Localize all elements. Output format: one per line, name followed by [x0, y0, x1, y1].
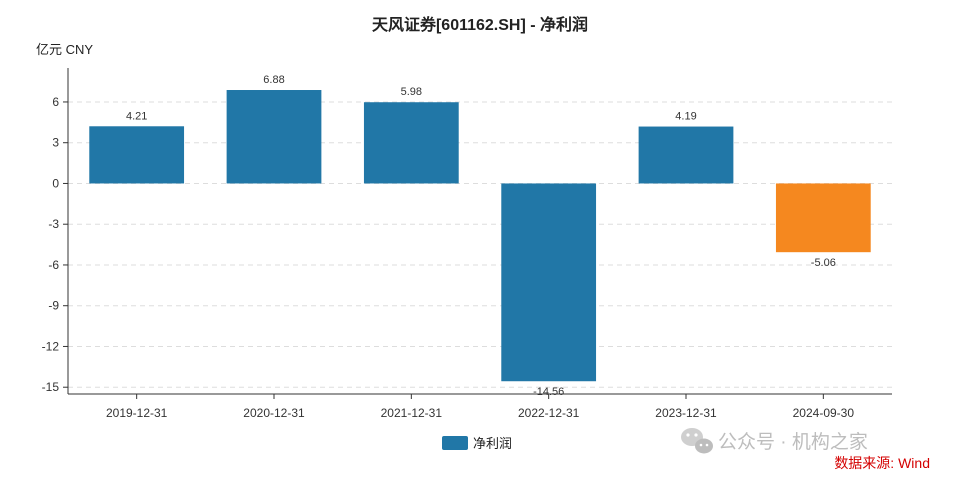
y-tick-label: -15: [42, 380, 60, 394]
data-labels: 4.21 6.88 5.98 -14.56 4.19 -5.06: [126, 74, 836, 398]
y-tick-label: -9: [48, 299, 59, 313]
bar-2022-12-31: [501, 183, 597, 382]
bar-2023-12-31: [638, 126, 734, 184]
y-tick-label: -12: [42, 339, 60, 353]
bar-2024-09-30: [775, 183, 871, 253]
y-tick-label: 6: [52, 95, 59, 109]
data-label: 6.88: [263, 74, 284, 86]
bar-2019-12-31: [89, 126, 185, 184]
chart-title: 天风证券[601162.SH] - 净利润: [372, 15, 588, 34]
bar-2021-12-31: [363, 102, 459, 184]
x-tick-label: 2023-12-31: [655, 406, 717, 420]
legend-swatch: [442, 436, 468, 450]
data-label: 4.19: [675, 111, 696, 123]
data-source-label: 数据来源: Wind: [834, 455, 930, 471]
legend: 净利润: [442, 436, 512, 451]
wechat-icon: [681, 428, 713, 454]
x-axis-ticks: 2019-12-31 2020-12-31 2021-12-31 2022-12-31…: [106, 394, 854, 420]
y-axis-unit-label: 亿元 CNY: [36, 42, 93, 57]
data-label: 5.98: [401, 86, 422, 98]
x-tick-label: 2024-09-30: [793, 406, 855, 420]
y-axis-ticks: 6 3 0 -3 -6 -9 -12 -15: [42, 95, 68, 394]
bars: [89, 90, 871, 382]
x-tick-label: 2022-12-31: [518, 406, 580, 420]
data-label: -14.56: [533, 386, 564, 398]
watermark: 公众号 · 机构之家: [681, 428, 868, 454]
data-label: 4.21: [126, 110, 147, 122]
bar-2020-12-31: [226, 90, 322, 184]
y-tick-label: 0: [52, 176, 59, 190]
x-tick-label: 2021-12-31: [381, 406, 443, 420]
axes: [67, 68, 892, 395]
x-tick-label: 2020-12-31: [243, 406, 305, 420]
y-tick-label: 3: [52, 136, 59, 150]
data-label: -5.06: [811, 257, 836, 269]
watermark-text: 公众号 · 机构之家: [718, 431, 868, 453]
y-tick-label: -6: [48, 258, 59, 272]
gridlines: [68, 101, 892, 388]
y-tick-label: -3: [48, 217, 59, 231]
x-tick-label: 2019-12-31: [106, 406, 168, 420]
legend-label: 净利润: [473, 436, 512, 451]
